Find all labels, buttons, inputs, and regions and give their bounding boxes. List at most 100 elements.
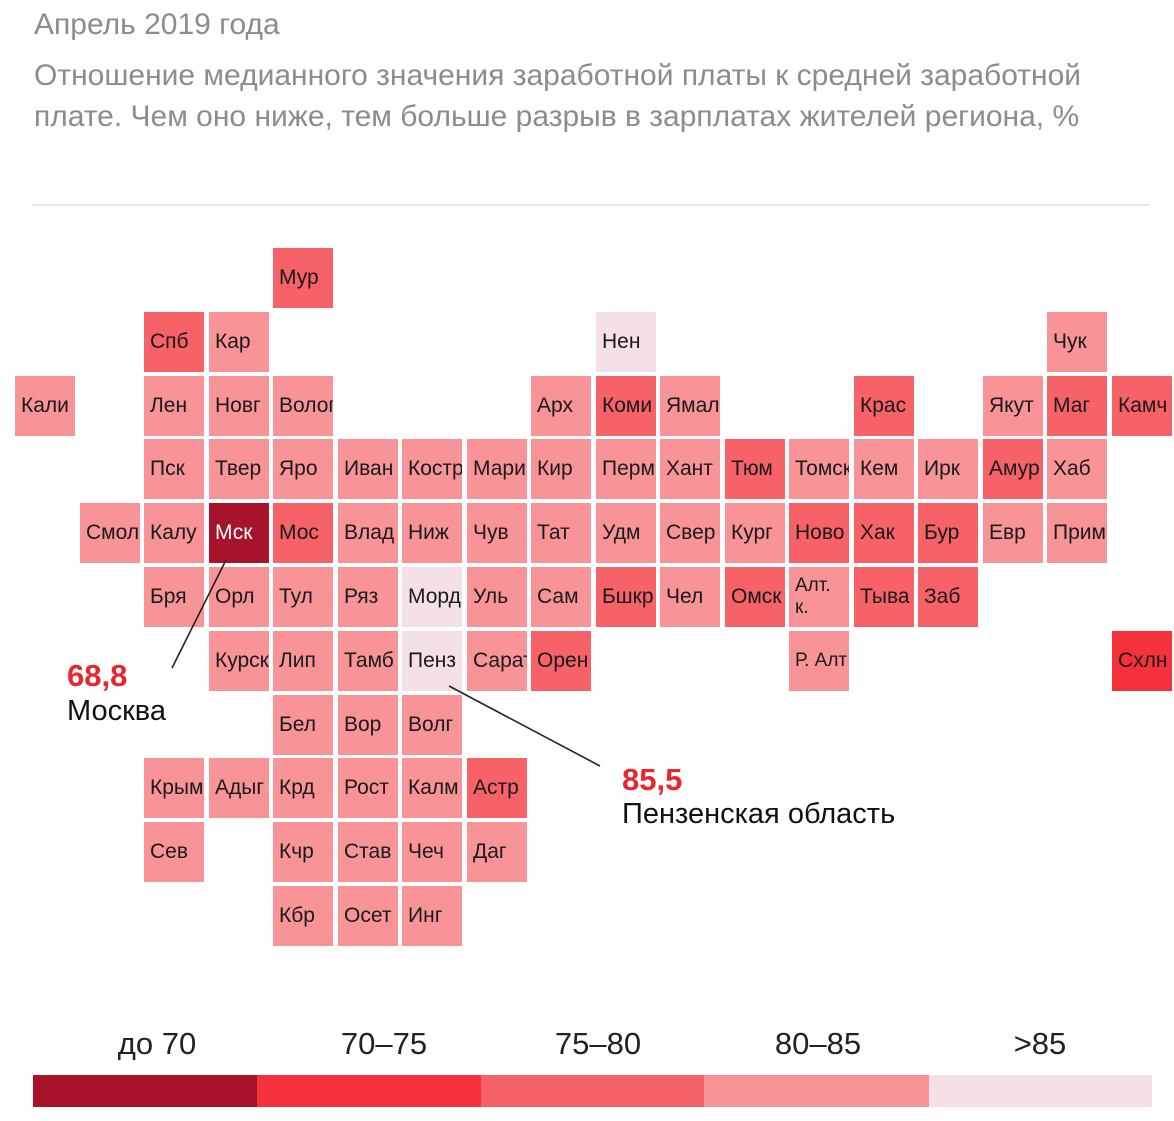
legend-swatch-80-85	[704, 1075, 929, 1107]
region-tile: Хаб	[1047, 439, 1107, 499]
region-tile: Спб	[144, 312, 204, 372]
region-tile: Хак	[854, 503, 914, 563]
region-tile: Твер	[209, 439, 269, 499]
region-tile: Рост	[338, 758, 398, 818]
region-tile: Бел	[273, 695, 333, 755]
region-tile: Тат	[531, 503, 591, 563]
region-tile: Амур	[983, 439, 1043, 499]
chart-subtitle: Отношение медианного значения заработной…	[34, 59, 1082, 133]
region-tile: Даг	[467, 822, 527, 882]
region-tile: Астр	[467, 758, 527, 818]
legend-label-70-75: 70–75	[340, 1026, 428, 1061]
region-tile: Тамб	[338, 631, 398, 691]
region-tile: Арх	[531, 376, 591, 436]
region-tile: Кург	[725, 503, 785, 563]
region-tile: Тыва	[854, 567, 914, 627]
region-tile: Сарат	[467, 631, 527, 691]
region-tile: Ниж	[402, 503, 462, 563]
penza-value: 85,5	[622, 762, 683, 797]
region-tile: Тул	[273, 567, 333, 627]
region-tile: Морд	[402, 567, 462, 627]
region-tile: Чеч	[402, 822, 462, 882]
region-tile: Кбр	[273, 886, 333, 946]
region-tile: Кар	[209, 312, 269, 372]
region-tile: Ряз	[338, 567, 398, 627]
chart-supertitle: Апрель 2019 года	[34, 8, 280, 41]
region-tile: Заб	[918, 567, 978, 627]
legend-swatch-75-80	[481, 1075, 704, 1107]
legend-swatch-do70	[33, 1075, 257, 1107]
region-tile: Кем	[854, 439, 914, 499]
region-tile: Орл	[209, 567, 269, 627]
region-tile: Кчр	[273, 822, 333, 882]
region-tile: Осет	[338, 886, 398, 946]
region-tile: Тюм	[725, 439, 785, 499]
region-tile: Чук	[1047, 312, 1107, 372]
region-tile: Ново	[789, 503, 849, 563]
region-tile: Пенз	[402, 631, 462, 691]
region-tile: Прим	[1047, 503, 1107, 563]
region-tile: Влад	[338, 503, 398, 563]
region-tile: Крас	[854, 376, 914, 436]
region-tile: Маг	[1047, 376, 1107, 436]
region-tile: Бшкр	[596, 567, 656, 627]
region-tile: Омск	[725, 567, 785, 627]
region-tile: Р. Алт	[789, 631, 849, 691]
region-tile: Калу	[144, 503, 204, 563]
region-tile: Костр	[402, 439, 462, 499]
region-tile: Схлн	[1112, 631, 1172, 691]
region-tile: Инг	[402, 886, 462, 946]
header-divider	[32, 204, 1150, 206]
region-tile: Яро	[273, 439, 333, 499]
region-tile: Алт. к.	[789, 567, 849, 627]
region-tile: Ямал	[660, 376, 720, 436]
legend-label-gt85: >85	[1013, 1026, 1067, 1061]
region-tile: Удм	[596, 503, 656, 563]
legend-label-75-80: 75–80	[554, 1026, 642, 1061]
region-tile: Волг	[402, 695, 462, 755]
region-tile: Камч	[1112, 376, 1172, 436]
region-tile: Крым	[144, 758, 204, 818]
region-tile: Смол	[80, 503, 140, 563]
region-tile: Бря	[144, 567, 204, 627]
region-tile: Бур	[918, 503, 978, 563]
penza-name: Пензенская область	[622, 798, 896, 830]
region-tile: Пск	[144, 439, 204, 499]
region-tile: Вор	[338, 695, 398, 755]
region-tile: Орен	[531, 631, 591, 691]
region-tile: Перм	[596, 439, 656, 499]
legend-label-80-85: 80–85	[774, 1026, 862, 1061]
region-tile: Свер	[660, 503, 720, 563]
region-tile: Евр	[983, 503, 1043, 563]
region-tile: Лип	[273, 631, 333, 691]
region-tile: Томск	[789, 439, 849, 499]
region-tile: Чел	[660, 567, 720, 627]
moscow-name: Москва	[67, 695, 167, 727]
region-tile: Кали	[15, 376, 75, 436]
region-tile: Калм	[402, 758, 462, 818]
region-tile: Крд	[273, 758, 333, 818]
region-tile: Коми	[596, 376, 656, 436]
region-tile: Иван	[338, 439, 398, 499]
region-tile: Чув	[467, 503, 527, 563]
region-tile: Ирк	[918, 439, 978, 499]
legend-swatch-70-75	[257, 1075, 481, 1107]
region-tile: Новг	[209, 376, 269, 436]
region-tile: Мос	[273, 503, 333, 563]
region-tile: Сам	[531, 567, 591, 627]
region-tile: Сев	[144, 822, 204, 882]
legend-label-do70: до 70	[117, 1026, 197, 1061]
region-tile: Мур	[273, 248, 333, 308]
region-tile: Уль	[467, 567, 527, 627]
region-tile: Мск	[209, 503, 269, 563]
region-tile: Лен	[144, 376, 204, 436]
region-tile: Кир	[531, 439, 591, 499]
penza-leader-line	[448, 685, 601, 767]
region-tile: Мари	[467, 439, 527, 499]
region-tile: Хант	[660, 439, 720, 499]
region-tile: Нен	[596, 312, 656, 372]
region-tile: Став	[338, 822, 398, 882]
region-tile: Якут	[983, 376, 1043, 436]
region-tile: Волог	[273, 376, 333, 436]
moscow-value: 68,8	[67, 658, 128, 693]
